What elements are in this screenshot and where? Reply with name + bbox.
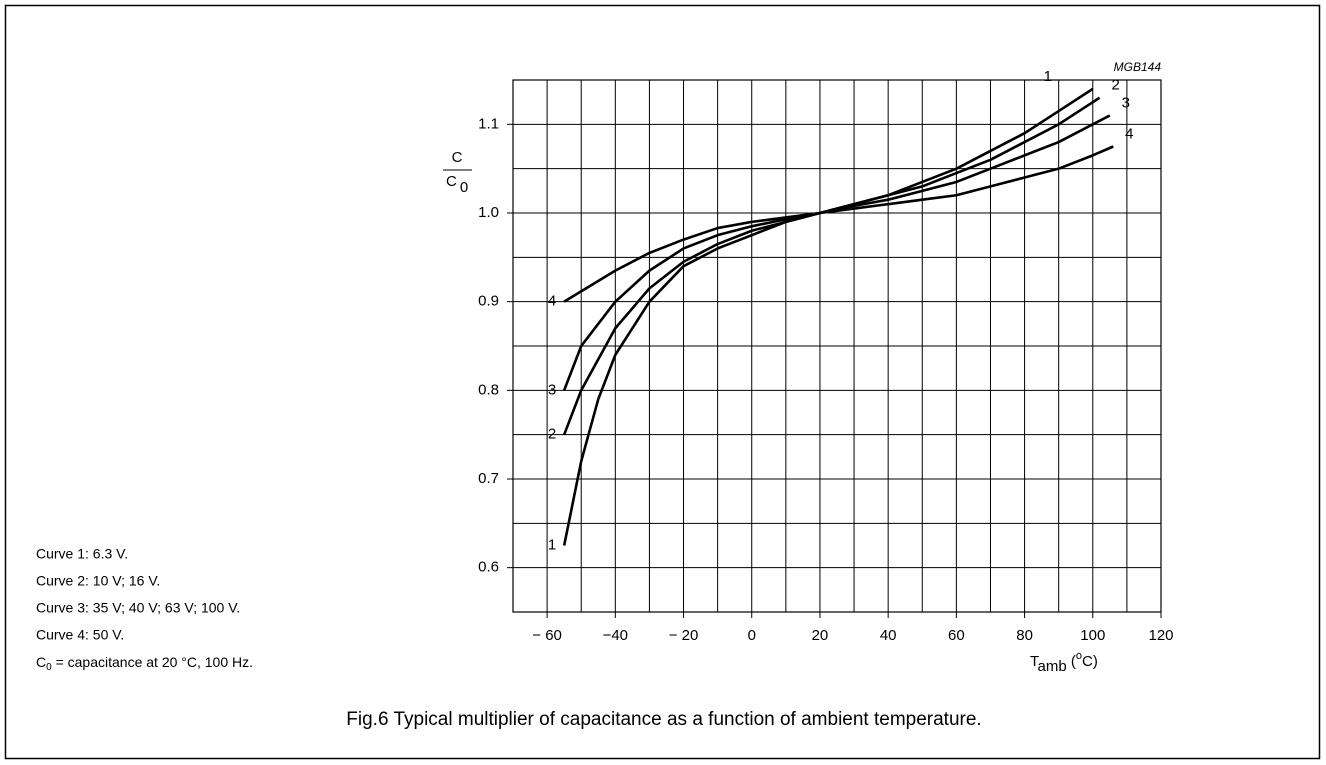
x-axis-label: Tamb (oC) <box>1030 650 1098 675</box>
note: C0 = capacitance at 20 °C, 100 Hz. <box>36 654 253 673</box>
y-tick-label: 0.8 <box>478 381 499 398</box>
y-tick-label: 0.6 <box>478 559 499 576</box>
x-tick-label: 60 <box>948 627 965 644</box>
note: Curve 2: 10 V; 16 V. <box>36 573 160 589</box>
curve-label-start: 3 <box>548 381 556 398</box>
y-tick-label: 0.9 <box>478 293 499 310</box>
frame <box>4 4 1321 760</box>
curve-label-end: 2 <box>1111 77 1119 94</box>
y-axis-numerator: C <box>452 149 463 166</box>
x-tick-label: 120 <box>1148 627 1173 644</box>
curve-label-end: 4 <box>1125 125 1133 142</box>
curve-label-start: 1 <box>548 536 556 553</box>
x-tick-label: −40 <box>603 627 628 644</box>
curve-label-end: 3 <box>1122 94 1130 111</box>
x-label-sup: o <box>1076 650 1082 662</box>
x-label-sub: amb <box>1038 658 1067 675</box>
note-sub: 0 <box>46 662 52 673</box>
curve-label-start: 2 <box>548 426 556 443</box>
figure-code: MGB144 <box>1114 60 1162 74</box>
curve-label-start: 4 <box>548 293 556 310</box>
note-part: = capacitance at 20 °C, 100 Hz. <box>52 654 253 670</box>
curve <box>562 114 1111 391</box>
note: Curve 4: 50 V. <box>36 627 124 643</box>
x-label-part: ( <box>1067 653 1076 670</box>
x-label-part: C) <box>1082 653 1098 670</box>
caption: Fig.6 Typical multiplier of capacitance … <box>346 709 981 730</box>
x-label-main: T <box>1030 653 1039 670</box>
x-tick-label: − 60 <box>532 627 562 644</box>
y-axis-denominator-sub: 0 <box>460 179 468 196</box>
y-tick-label: 0.7 <box>478 470 499 487</box>
x-tick-label: 40 <box>880 627 897 644</box>
x-tick-label: 80 <box>1016 627 1033 644</box>
x-tick-label: − 20 <box>669 627 699 644</box>
x-tick-label: 100 <box>1080 627 1105 644</box>
note-part: C <box>36 654 46 670</box>
curve-label-end: 1 <box>1044 68 1052 85</box>
x-tick-label: 20 <box>812 627 829 644</box>
curve <box>563 145 1114 303</box>
x-tick-label: 0 <box>748 627 756 644</box>
y-tick-label: 1.1 <box>478 115 499 132</box>
y-tick-label: 1.0 <box>478 204 499 221</box>
curve <box>562 87 1094 546</box>
curve <box>562 96 1101 436</box>
note: Curve 1: 6.3 V. <box>36 546 128 562</box>
y-axis-denominator-main: C <box>446 173 457 190</box>
note: Curve 3: 35 V; 40 V; 63 V; 100 V. <box>36 600 240 616</box>
